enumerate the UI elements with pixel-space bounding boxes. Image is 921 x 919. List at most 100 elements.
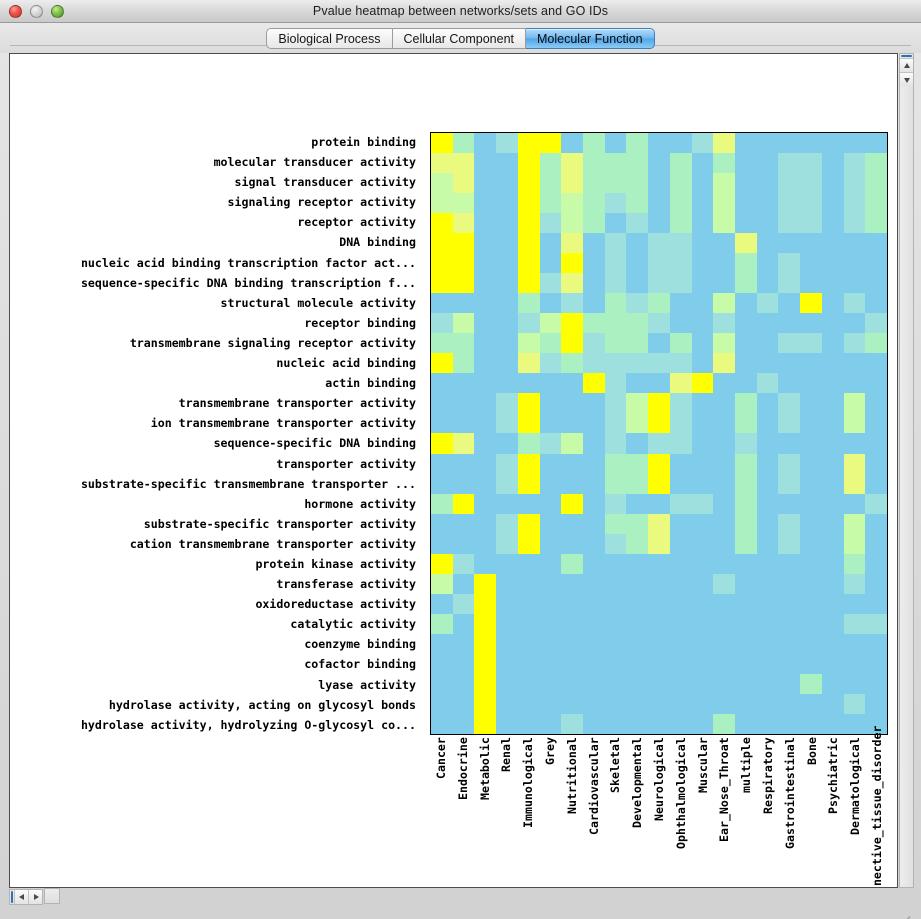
heatmap-cell[interactable] <box>734 153 757 174</box>
heatmap-cell[interactable] <box>604 633 627 654</box>
heatmap-cell[interactable] <box>669 693 692 714</box>
heatmap-cell[interactable] <box>821 213 844 234</box>
heatmap-cell[interactable] <box>626 253 649 274</box>
heatmap-cell[interactable] <box>691 633 714 654</box>
heatmap-cell[interactable] <box>539 713 562 734</box>
heatmap-cell[interactable] <box>517 193 540 214</box>
heatmap-cell[interactable] <box>517 593 540 614</box>
heatmap-cell[interactable] <box>539 653 562 674</box>
heatmap-cell[interactable] <box>517 673 540 694</box>
heatmap-cell[interactable] <box>626 133 649 154</box>
heatmap-cell[interactable] <box>756 293 779 314</box>
heatmap-cell[interactable] <box>452 613 475 634</box>
heatmap-cell[interactable] <box>756 433 779 454</box>
heatmap-cell[interactable] <box>474 513 497 534</box>
heatmap-cell[interactable] <box>582 313 605 334</box>
heatmap-cell[interactable] <box>431 213 453 234</box>
heatmap-cell[interactable] <box>821 353 844 374</box>
heatmap-cell[interactable] <box>865 653 887 674</box>
heatmap-cell[interactable] <box>452 293 475 314</box>
heatmap-cell[interactable] <box>691 273 714 294</box>
heatmap-cell[interactable] <box>691 493 714 514</box>
heatmap-cell[interactable] <box>431 433 453 454</box>
heatmap-cell[interactable] <box>496 193 518 214</box>
heatmap-cell[interactable] <box>452 373 475 394</box>
heatmap-cell[interactable] <box>713 193 735 214</box>
heatmap-cell[interactable] <box>626 213 649 234</box>
heatmap-cell[interactable] <box>604 713 627 734</box>
heatmap-cell[interactable] <box>691 233 714 254</box>
heatmap-cell[interactable] <box>800 673 822 694</box>
heatmap-cell[interactable] <box>604 453 627 474</box>
heatmap-cell[interactable] <box>604 613 627 634</box>
heatmap-cell[interactable] <box>691 253 714 274</box>
heatmap-cell[interactable] <box>604 293 627 314</box>
heatmap-cell[interactable] <box>474 593 497 614</box>
heatmap-cell[interactable] <box>604 313 627 334</box>
heatmap-cell[interactable] <box>496 173 518 194</box>
heatmap-cell[interactable] <box>865 293 887 314</box>
heatmap-cell[interactable] <box>691 153 714 174</box>
heatmap-cell[interactable] <box>821 473 844 494</box>
heatmap-cell[interactable] <box>800 453 822 474</box>
heatmap-cell[interactable] <box>756 533 779 554</box>
heatmap-cell[interactable] <box>431 173 453 194</box>
heatmap-cell[interactable] <box>517 333 540 354</box>
heatmap-cell[interactable] <box>431 293 453 314</box>
heatmap-cell[interactable] <box>713 613 735 634</box>
heatmap-cell[interactable] <box>604 493 627 514</box>
heatmap-cell[interactable] <box>648 153 670 174</box>
heatmap-cell[interactable] <box>648 573 670 594</box>
heatmap-cell[interactable] <box>691 553 714 574</box>
heatmap-cell[interactable] <box>582 653 605 674</box>
heatmap-cell[interactable] <box>648 493 670 514</box>
heatmap-cell[interactable] <box>582 633 605 654</box>
heatmap-cell[interactable] <box>778 253 801 274</box>
heatmap-cell[interactable] <box>561 393 583 414</box>
heatmap-cell[interactable] <box>800 333 822 354</box>
heatmap-cell[interactable] <box>626 433 649 454</box>
heatmap-cell[interactable] <box>561 213 583 234</box>
heatmap-cell[interactable] <box>713 513 735 534</box>
heatmap-cell[interactable] <box>474 213 497 234</box>
heatmap-cell[interactable] <box>431 593 453 614</box>
heatmap-cell[interactable] <box>691 293 714 314</box>
heatmap-cell[interactable] <box>452 333 475 354</box>
heatmap-cell[interactable] <box>691 653 714 674</box>
heatmap-cell[interactable] <box>648 293 670 314</box>
heatmap-cell[interactable] <box>604 553 627 574</box>
heatmap-cell[interactable] <box>800 373 822 394</box>
heatmap-cell[interactable] <box>669 213 692 234</box>
heatmap-cell[interactable] <box>821 193 844 214</box>
heatmap-cell[interactable] <box>539 493 562 514</box>
heatmap-cell[interactable] <box>843 253 866 274</box>
heatmap-cell[interactable] <box>582 133 605 154</box>
heatmap-cell[interactable] <box>713 253 735 274</box>
heatmap-cell[interactable] <box>734 133 757 154</box>
heatmap-cell[interactable] <box>517 553 540 574</box>
heatmap-cell[interactable] <box>756 133 779 154</box>
heatmap-cell[interactable] <box>669 313 692 334</box>
heatmap-cell[interactable] <box>800 713 822 734</box>
heatmap-cell[interactable] <box>734 393 757 414</box>
heatmap-cell[interactable] <box>843 213 866 234</box>
close-button[interactable] <box>9 4 22 18</box>
heatmap-cell[interactable] <box>756 673 779 694</box>
heatmap-cell[interactable] <box>778 353 801 374</box>
heatmap-cell[interactable] <box>691 393 714 414</box>
heatmap-cell[interactable] <box>474 293 497 314</box>
heatmap-cell[interactable] <box>431 353 453 374</box>
heatmap-cell[interactable] <box>756 513 779 534</box>
heatmap-cell[interactable] <box>843 353 866 374</box>
heatmap-cell[interactable] <box>582 433 605 454</box>
heatmap-grid[interactable] <box>430 132 888 735</box>
heatmap-cell[interactable] <box>778 393 801 414</box>
heatmap-cell[interactable] <box>865 153 887 174</box>
heatmap-cell[interactable] <box>778 193 801 214</box>
heatmap-cell[interactable] <box>865 453 887 474</box>
heatmap-cell[interactable] <box>691 413 714 434</box>
heatmap-cell[interactable] <box>517 233 540 254</box>
resize-grip-icon[interactable] <box>899 906 911 919</box>
heatmap-cell[interactable] <box>734 693 757 714</box>
heatmap-cell[interactable] <box>734 333 757 354</box>
